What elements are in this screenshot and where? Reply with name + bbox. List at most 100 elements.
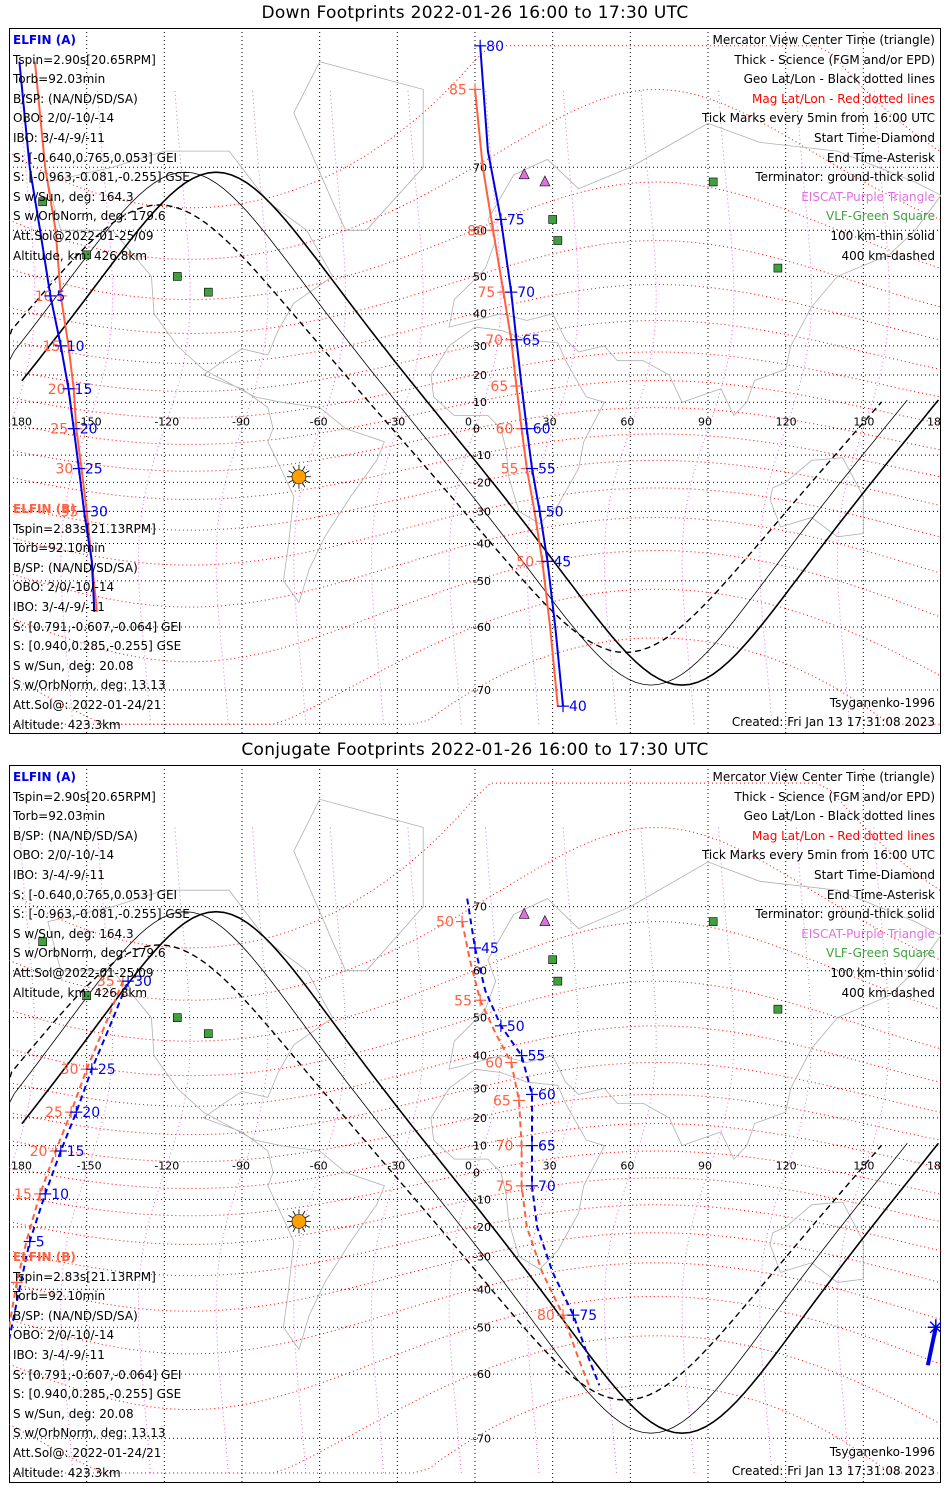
eiscat-triangle <box>518 907 530 919</box>
legend-item: EISCAT-Purple Triangle <box>801 189 935 204</box>
lon-tick-label: 30 <box>543 1159 557 1172</box>
elfin-a-tick-label: 75 <box>579 1308 597 1324</box>
lon-tick-label: 150 <box>853 416 874 429</box>
elfin-b-tick-label: 10 <box>35 289 53 305</box>
elfin-a-tick-label: 10 <box>51 1187 69 1203</box>
eiscat-triangle <box>518 168 530 180</box>
elfin-a-info: ELFIN (A) Tspin=2.90s[20.65RPM] Torb=92.… <box>13 768 190 1003</box>
coastline <box>430 1068 605 1270</box>
elfin-b-tick-label: 25 <box>45 1105 63 1121</box>
mag-lat-line <box>9 1150 941 1217</box>
elfin-a-line: Torb=92.03min <box>13 72 106 87</box>
subsolar-sun-icon <box>291 469 307 485</box>
elfin-b-tick-label: 65 <box>490 379 508 395</box>
legend-item: Thick - Science (FGM and/or EPD) <box>734 789 935 804</box>
mag-lat-line <box>9 1025 941 1107</box>
model-label: Tsyganenko-1996 <box>829 1445 935 1459</box>
vlf-station-square <box>773 1004 783 1014</box>
elfin-b-line: OBO: 2/0/-10/-14 <box>13 1328 115 1343</box>
legend-item: Start Time-Diamond <box>813 867 935 882</box>
lat-tick-label: 40 <box>473 308 487 321</box>
elfin-b-tick-label: 50 <box>516 554 534 570</box>
lat-tick-label: -10 <box>473 1193 491 1206</box>
lat-tick-label: -20 <box>473 476 491 489</box>
mag-lat-line <box>9 433 941 500</box>
elfin-a-info: ELFIN (A) Tspin=2.90s[20.65RPM] Torb=92.… <box>13 31 190 266</box>
mag-lon-line <box>836 89 890 725</box>
coastline <box>47 889 385 1351</box>
elfin-b-line: S: [0.940,0.285,-0.255] GSE <box>13 639 182 654</box>
lon-tick-label: 180 <box>927 1159 941 1172</box>
created-label: Created: Fri Jan 13 17:31:08 2023 <box>731 1464 935 1478</box>
lon-tick-label: 120 <box>776 416 797 429</box>
terminator-100km <box>9 171 908 686</box>
elfin-b-line: Torb=92.10min <box>13 541 106 556</box>
legend-item: Mercator View Center Time (triangle) <box>712 770 935 784</box>
elfin-b-line: S w/Sun, deg: 20.08 <box>13 1406 134 1421</box>
lat-tick-label: 20 <box>473 1112 487 1125</box>
elfin-a-line: S: [-0.963,-0.081,-0.255] GSE <box>13 170 190 185</box>
elfin-a-line: S w/Sun, deg: 164.3 <box>13 926 134 941</box>
terminator-ground <box>21 910 940 1435</box>
elfin-b-line: Altitude: 423.3km <box>13 1465 121 1480</box>
elfin-a-tick-label: 10 <box>67 339 85 355</box>
elfin-a-tick-label: 55 <box>538 462 556 478</box>
mag-lon-line <box>60 89 114 725</box>
elfin-a-tick-label: 60 <box>533 422 551 438</box>
mag-lat-line <box>9 459 941 531</box>
lat-tick-label: -50 <box>473 1321 491 1334</box>
elfin-a-line: OBO: 2/0/-10/-14 <box>13 848 115 863</box>
legend-item: Tick Marks every 5min from 16:00 UTC <box>701 848 935 863</box>
mag-lon-line <box>603 89 657 725</box>
lat-tick-label: 10 <box>473 396 487 409</box>
elfin-a-line: IBO: 3/-4/-9/-11 <box>13 130 105 145</box>
elfin-a-line: B/SP: (NA/ND/SD/SA) <box>13 828 138 843</box>
lon-tick-label: -30 <box>387 416 405 429</box>
elfin-b-tick-label: 85 <box>449 82 467 98</box>
lon-tick-label: 0 <box>465 1159 472 1172</box>
lon-tick-label: 150 <box>853 1159 874 1172</box>
coastline <box>769 1201 864 1283</box>
elfin-a-tick-label: 5 <box>36 1235 45 1251</box>
coastline <box>47 150 385 604</box>
elfin-b-tick-label: 60 <box>485 1055 503 1071</box>
elfin-a-tick-label: 70 <box>538 1179 556 1195</box>
mag-lat-line <box>9 88 941 260</box>
elfin-b-title: ELFIN (B) <box>13 502 76 516</box>
terminator-ground <box>21 171 940 686</box>
elfin-b-line: S w/OrbNorm, deg: 13.13 <box>13 1426 166 1441</box>
lat-tick-label: -30 <box>473 1251 491 1264</box>
legend-item: 100 km-thin solid <box>830 965 935 980</box>
lon-tick-label: 30 <box>543 416 557 429</box>
elfin-a-line: Altitude, km: 426.8km <box>13 248 148 263</box>
lat-tick-label: -20 <box>473 1221 491 1234</box>
elfin-b-tick-label: 55 <box>454 993 472 1009</box>
lon-tick-label: 180 <box>11 416 32 429</box>
mag-lon-line <box>526 89 580 725</box>
elfin-b-line: S: [0.940,0.285,-0.255] GSE <box>13 1387 182 1402</box>
mag-lon-line <box>215 89 269 725</box>
elfin-b-tick-label: 60 <box>496 422 514 438</box>
elfin-b-tick-label: 25 <box>50 422 68 438</box>
elfin-b-line: S: [0.791,-0.607,-0.064] GEI <box>13 1367 182 1382</box>
elfin-a-tick-label: 20 <box>82 1105 100 1121</box>
map-canvas-conjugate: 180-150-120-90-60-300306090120150180-70-… <box>9 765 941 1483</box>
vlf-station-square <box>708 177 718 187</box>
lon-tick-label: 180 <box>927 416 941 429</box>
legend-item: Tick Marks every 5min from 16:00 UTC <box>701 111 935 126</box>
elfin-b-line: B/SP: (NA/ND/SD/SA) <box>13 1308 138 1323</box>
elfin-b-tick-label: 80 <box>467 223 485 239</box>
lon-tick-label: 60 <box>620 1159 634 1172</box>
elfin-b-tick-label: 75 <box>477 285 495 301</box>
lat-tick-label: -30 <box>473 505 491 518</box>
vlf-station-square <box>553 236 563 245</box>
legend-item: 100 km-thin solid <box>830 228 935 243</box>
lat-tick-label: -50 <box>473 575 491 588</box>
lon-tick-label: -150 <box>77 416 102 429</box>
mag-lon-line <box>759 89 813 725</box>
elfin-a-tick-label: 50 <box>546 504 564 520</box>
legend-item: Thick - Science (FGM and/or EPD) <box>734 52 935 67</box>
legend-item: Terminator: ground-thick solid <box>755 907 935 922</box>
elfin-b-tick-label: 70 <box>496 1139 514 1155</box>
elfin-a-tick-label: 45 <box>481 941 499 957</box>
